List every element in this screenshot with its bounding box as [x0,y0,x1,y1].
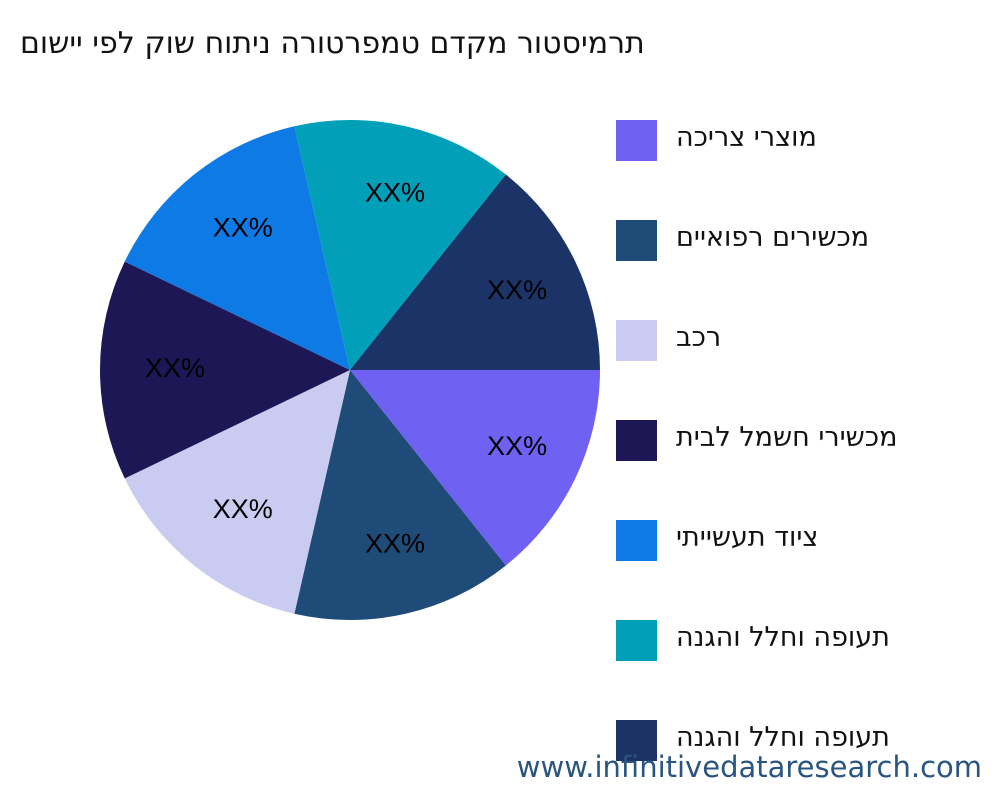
legend-swatch [616,320,657,361]
legend-label: הכירצ ירצומ [676,122,817,153]
slice-data-label: XX% [213,212,273,242]
legend-swatch [616,420,657,461]
legend-label: תיבל למשח ירישכמ [676,422,898,453]
legend-label: הנגהו ללחו הפועת [676,722,890,753]
pie-slice [294,370,506,621]
legend-swatch [616,620,657,661]
chart-title: םושיי יפל קוש חותינ הרוטרפמט םדקמ רוטסימ… [20,26,645,61]
pie-slice [124,370,350,614]
legend-label: םייאופר םירישכמ [676,222,870,253]
pie-slice [294,119,506,370]
legend-swatch [616,520,657,561]
slice-data-label: XX% [487,431,547,461]
slice-data-label: XX% [365,529,425,559]
pie-slice [350,370,600,566]
slice-data-label: XX% [487,275,547,305]
legend-swatch [616,220,657,261]
pie-slice [99,261,350,479]
slice-data-label: XX% [213,494,273,524]
legend-label: הנגהו ללחו הפועת [676,622,890,653]
slice-data-label: XX% [145,353,205,383]
legend-swatch [616,720,657,761]
slice-data-label: XX% [365,178,425,208]
legend-label: יתיישעת דויצ [676,522,819,553]
pie-slice [124,126,350,370]
pie-slice [350,174,600,370]
legend-label: בכר [676,322,722,353]
legend-swatch [616,120,657,161]
watermark: www.infinitivedataresearch.com [516,750,982,784]
